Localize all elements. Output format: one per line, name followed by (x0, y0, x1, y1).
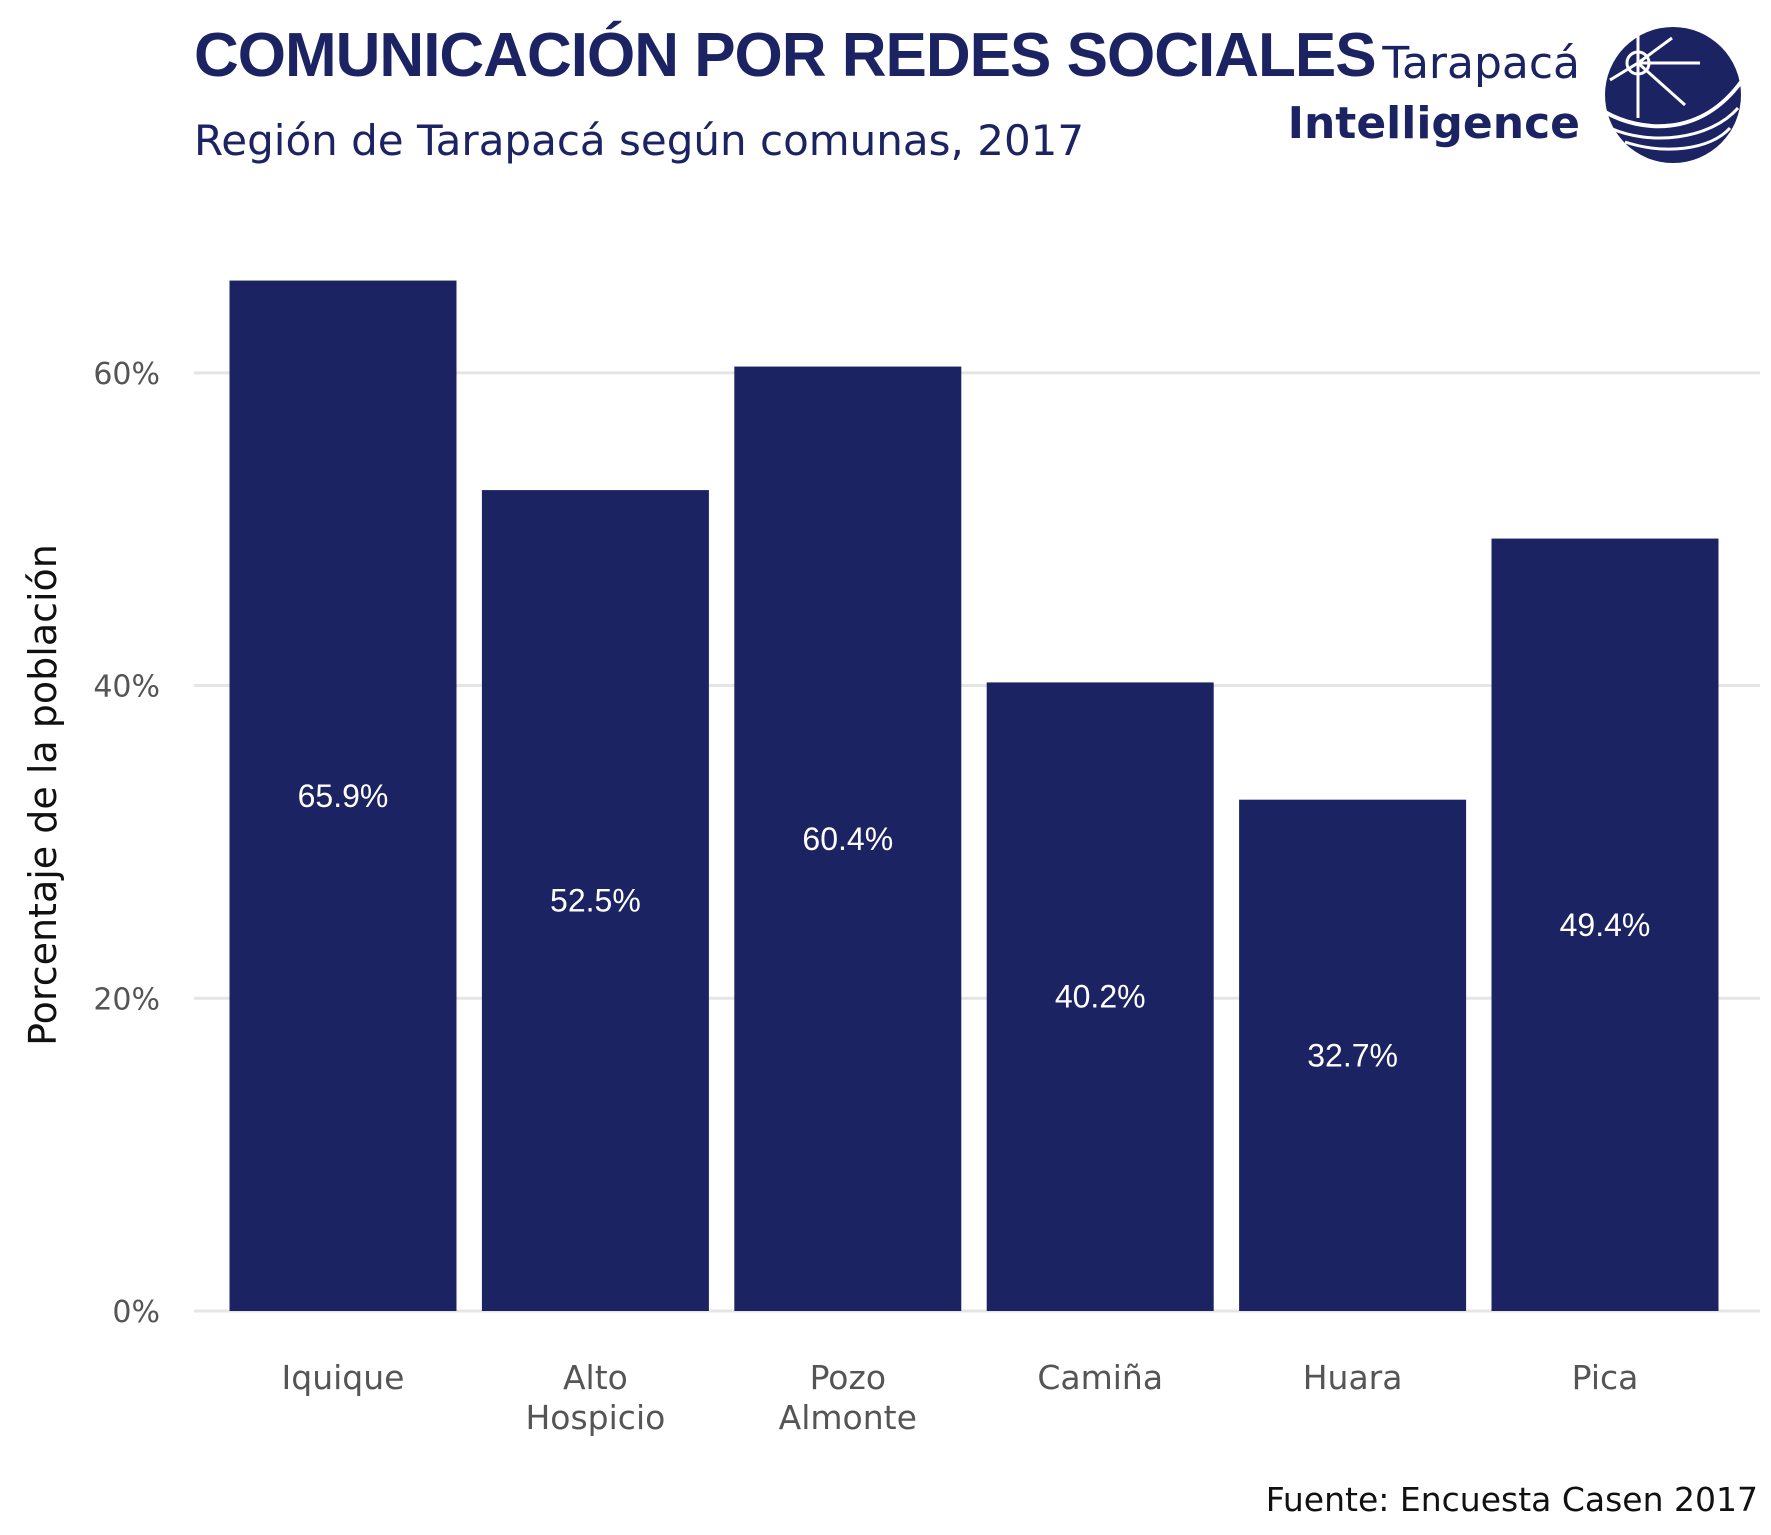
y-axis-ticks: 0% 20% 40% 60% (93, 357, 160, 1330)
bars-layer (229, 280, 1719, 1312)
source-note: Fuente: Encuesta Casen 2017 (1266, 1480, 1758, 1519)
bar-value-label: 32.7% (1307, 1037, 1398, 1073)
bar (734, 366, 962, 1312)
bar-value-label: 49.4% (1560, 907, 1651, 943)
x-category-label: Pica (1572, 1358, 1639, 1397)
bar-value-label: 40.2% (1055, 979, 1146, 1015)
logo-line-2: Intelligence (1288, 98, 1580, 149)
chart-subtitle: Región de Tarapacá según comunas, 2017 (194, 116, 1084, 165)
bar (1239, 799, 1467, 1311)
x-category-label: Huara (1303, 1358, 1403, 1397)
x-category-label: Iquique (282, 1358, 405, 1397)
chart-title: COMUNICACIÓN POR REDES SOCIALES (194, 21, 1376, 90)
x-category-label: Almonte (779, 1398, 917, 1437)
x-category-label: Alto (563, 1358, 628, 1397)
y-tick-label: 20% (93, 982, 160, 1017)
bar-value-label: 52.5% (550, 883, 641, 919)
bar (986, 682, 1214, 1311)
bar-value-label: 65.9% (298, 778, 389, 814)
x-category-label: Hospicio (525, 1398, 665, 1437)
y-tick-label: 60% (93, 357, 160, 392)
y-tick-label: 40% (93, 670, 160, 705)
sun-wave-emblem-icon (1604, 27, 1743, 163)
x-category-label: Pozo (810, 1358, 886, 1397)
logo: Tarapacá Intelligence (1288, 27, 1743, 163)
bar (229, 280, 457, 1312)
bar-value-label: 60.4% (802, 821, 893, 857)
data-labels: 65.9% 52.5% 60.4% 40.2% 32.7% 49.4% (298, 778, 1651, 1074)
bar (1491, 538, 1719, 1311)
y-axis-label: Porcentaje de la población (21, 544, 65, 1046)
bar (481, 490, 709, 1311)
x-category-label: Camiña (1037, 1358, 1163, 1397)
logo-line-1: Tarapacá (1381, 38, 1580, 89)
y-tick-label: 0% (112, 1295, 160, 1330)
